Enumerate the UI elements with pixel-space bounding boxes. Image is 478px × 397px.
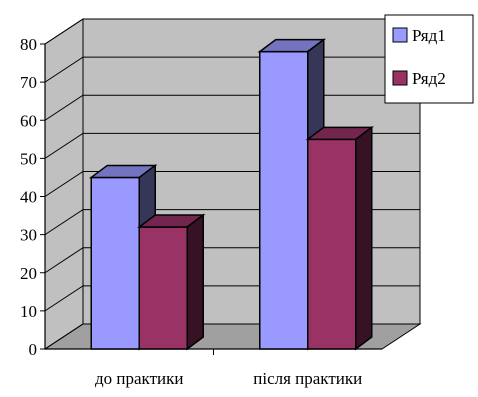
y-tick-label: 80 bbox=[20, 35, 37, 54]
y-tick-labels: 0 10 20 30 40 50 60 70 80 bbox=[20, 35, 45, 359]
legend-swatch bbox=[392, 70, 408, 86]
y-tick-label: 40 bbox=[20, 188, 37, 207]
y-tick-label: 10 bbox=[20, 302, 37, 321]
legend-label: Ряд1 bbox=[412, 26, 446, 45]
gridline bbox=[44, 18, 420, 45]
y-tick-label: 30 bbox=[20, 226, 37, 245]
legend-label: Ряд2 bbox=[412, 69, 446, 88]
legend: Ряд1 Ряд2 bbox=[384, 14, 474, 104]
y-tick-label: 50 bbox=[20, 149, 37, 168]
category-labels: до практики після практики bbox=[95, 369, 362, 388]
bar-front bbox=[138, 226, 188, 350]
bar bbox=[137, 213, 206, 351]
bar-front bbox=[259, 50, 309, 350]
x-category-label: до практики bbox=[95, 369, 183, 388]
legend-swatch bbox=[392, 27, 408, 43]
y-tick-label: 70 bbox=[20, 73, 37, 92]
bar-front bbox=[307, 138, 357, 350]
bars bbox=[89, 38, 374, 351]
y-tick-label: 20 bbox=[20, 264, 37, 283]
y-tick-label: 60 bbox=[20, 111, 37, 130]
bar-side bbox=[186, 213, 204, 351]
x-category-label: після практики bbox=[253, 369, 362, 388]
bar bbox=[305, 125, 374, 351]
y-tick-label: 0 bbox=[29, 340, 38, 359]
bar-front bbox=[90, 176, 140, 350]
bar-side bbox=[355, 125, 373, 351]
